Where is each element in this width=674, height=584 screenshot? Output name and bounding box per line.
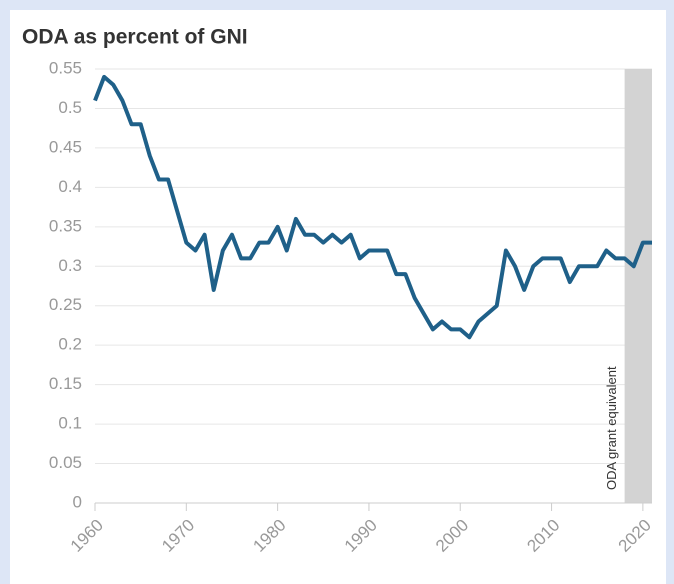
y-tick-label: 0.35 <box>49 216 82 235</box>
y-tick-label: 0.3 <box>58 256 82 275</box>
panel <box>10 10 666 584</box>
y-tick-label: 0.1 <box>58 414 82 433</box>
x-tick-label: 2000 <box>432 516 472 556</box>
data-line <box>93 74 652 340</box>
y-tick-label: 0.55 <box>49 58 82 77</box>
x-tick-label: 1960 <box>67 516 107 556</box>
x-tick-label: 1970 <box>158 516 198 556</box>
y-tick-label: 0.45 <box>49 137 82 156</box>
y-tick-label: 0.15 <box>49 374 82 393</box>
y-tick-label: 0 <box>73 492 82 511</box>
annotation: ODA grant equivalent <box>604 366 619 490</box>
y-tick-label: 0.2 <box>58 335 82 354</box>
highlight-band <box>624 69 652 503</box>
y-tick-label: 0.4 <box>58 177 82 196</box>
y-tick-label: 0.25 <box>49 295 82 314</box>
x-tick-label: 2010 <box>523 516 563 556</box>
x-tick-label: 1990 <box>341 516 381 556</box>
x-tick-label: 1980 <box>249 516 289 556</box>
chart-title: ODA as percent of GNI <box>22 26 248 49</box>
x-tick-label: 2020 <box>615 516 655 556</box>
y-tick-label: 0.05 <box>49 453 82 472</box>
y-tick-label: 0.5 <box>58 98 82 117</box>
